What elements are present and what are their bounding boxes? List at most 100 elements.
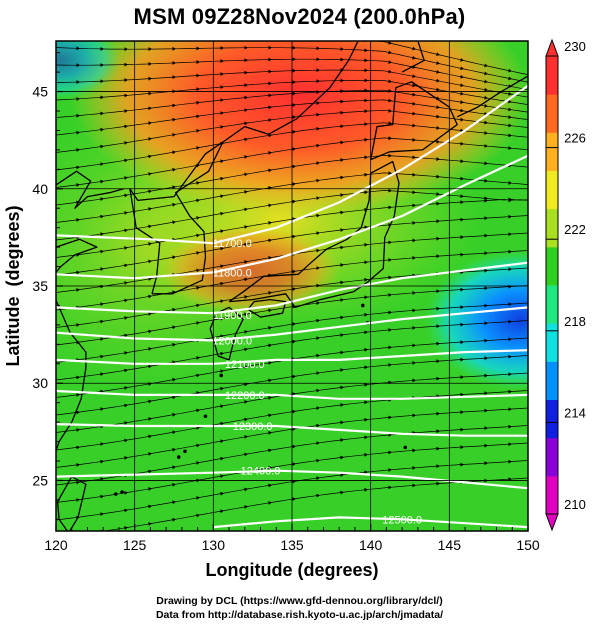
colorbar-segment xyxy=(546,361,558,400)
flow-arrow xyxy=(484,131,488,135)
flow-arrow xyxy=(460,108,464,113)
flow-arrow xyxy=(268,396,272,400)
flow-arrow xyxy=(244,242,248,247)
streamline xyxy=(56,69,528,98)
flow-arrow xyxy=(172,430,176,435)
flow-arrow xyxy=(508,249,512,254)
flow-arrow xyxy=(220,33,224,37)
lon-tick-label: 120 xyxy=(44,537,68,553)
flow-arrow xyxy=(220,229,224,234)
flow-arrow xyxy=(172,150,176,155)
flow-arrow xyxy=(460,141,464,146)
flow-arrow xyxy=(76,148,80,152)
flow-arrow xyxy=(244,277,248,282)
flow-arrow xyxy=(340,385,344,390)
streamline xyxy=(56,99,528,136)
height-contour xyxy=(56,84,528,245)
flow-arrow xyxy=(124,141,128,145)
flow-arrow xyxy=(76,288,80,292)
temperature-field-cold-corner xyxy=(56,41,120,100)
flow-arrow xyxy=(412,413,416,418)
flow-arrow xyxy=(100,162,104,167)
flow-arrow xyxy=(76,97,80,101)
flow-arrow xyxy=(340,420,344,425)
flow-arrow xyxy=(436,219,440,224)
flow-arrow xyxy=(196,73,200,78)
lat-tick-label: 30 xyxy=(32,375,48,391)
flow-arrow xyxy=(292,287,296,292)
colorbar-segment xyxy=(546,246,558,286)
flow-arrow xyxy=(388,258,392,262)
flow-arrow xyxy=(436,87,440,92)
flow-arrow xyxy=(364,78,368,83)
streamline xyxy=(56,89,528,118)
flow-arrow xyxy=(388,153,392,158)
flow-arrow xyxy=(148,522,152,526)
flow-arrow xyxy=(220,211,224,216)
flow-arrow xyxy=(220,404,224,409)
flow-arrow xyxy=(508,214,512,219)
flow-arrow xyxy=(388,171,392,176)
flow-arrow xyxy=(364,417,368,422)
flow-arrow xyxy=(220,111,224,116)
flow-arrow xyxy=(292,115,296,120)
flow-arrow xyxy=(172,117,176,122)
flow-arrow xyxy=(388,69,392,74)
flow-arrow xyxy=(460,74,464,79)
flow-arrow xyxy=(124,47,128,52)
flow-arrow xyxy=(340,110,344,115)
flow-arrow xyxy=(244,435,248,439)
flow-arrow xyxy=(124,491,128,495)
flow-arrow xyxy=(412,111,416,116)
flow-arrow xyxy=(388,328,392,332)
credit-drawing: Drawing by DCL (https://www.gfd-dennou.o… xyxy=(156,595,443,607)
flow-arrow xyxy=(100,63,104,68)
flow-arrow xyxy=(100,494,104,499)
coastline xyxy=(222,41,359,143)
flow-arrow xyxy=(100,95,104,100)
contour-label: 12500.0 xyxy=(382,514,422,526)
flow-arrow xyxy=(340,455,344,460)
flow-arrow xyxy=(340,89,344,93)
flow-arrow xyxy=(412,190,416,195)
flow-arrow xyxy=(244,108,248,113)
flow-arrow xyxy=(268,466,272,470)
flow-arrow xyxy=(76,375,80,380)
contour-label: 11700.0 xyxy=(213,238,252,250)
flow-arrow xyxy=(460,100,464,104)
lat-tick-label: 40 xyxy=(32,181,48,197)
flow-arrow xyxy=(484,71,488,76)
contour-label: 12200.0 xyxy=(225,390,265,402)
flow-arrow xyxy=(148,469,152,474)
flow-arrow xyxy=(316,68,320,73)
flow-arrow xyxy=(412,448,416,453)
flow-arrow xyxy=(172,133,176,137)
flow-arrow xyxy=(244,295,248,299)
flow-arrow xyxy=(100,407,104,412)
flow-arrow xyxy=(388,345,392,350)
flow-arrow xyxy=(484,143,488,148)
flow-arrow xyxy=(316,406,320,411)
flow-arrow xyxy=(100,372,104,377)
flow-arrow xyxy=(436,114,440,119)
flow-arrow xyxy=(172,377,176,382)
flow-arrow xyxy=(364,312,368,317)
flow-arrow xyxy=(196,443,200,448)
flow-arrow xyxy=(412,256,416,260)
flow-arrow xyxy=(172,342,176,347)
height-contour xyxy=(56,306,528,342)
flow-arrow xyxy=(364,330,368,335)
flow-arrow xyxy=(124,211,128,215)
flow-arrow xyxy=(388,205,392,210)
map-title: MSM 09Z28Nov2024 (200.0hPa) xyxy=(133,4,466,29)
flow-arrow xyxy=(220,246,224,251)
streamline xyxy=(56,407,528,468)
flow-arrow xyxy=(148,347,152,351)
height-contour xyxy=(56,349,528,365)
flow-arrow xyxy=(484,408,488,413)
lat-tick-label: 25 xyxy=(32,472,48,488)
flow-arrow xyxy=(292,103,296,107)
flow-arrow xyxy=(412,466,416,470)
flow-arrow xyxy=(436,52,440,57)
flow-arrow xyxy=(460,217,464,222)
